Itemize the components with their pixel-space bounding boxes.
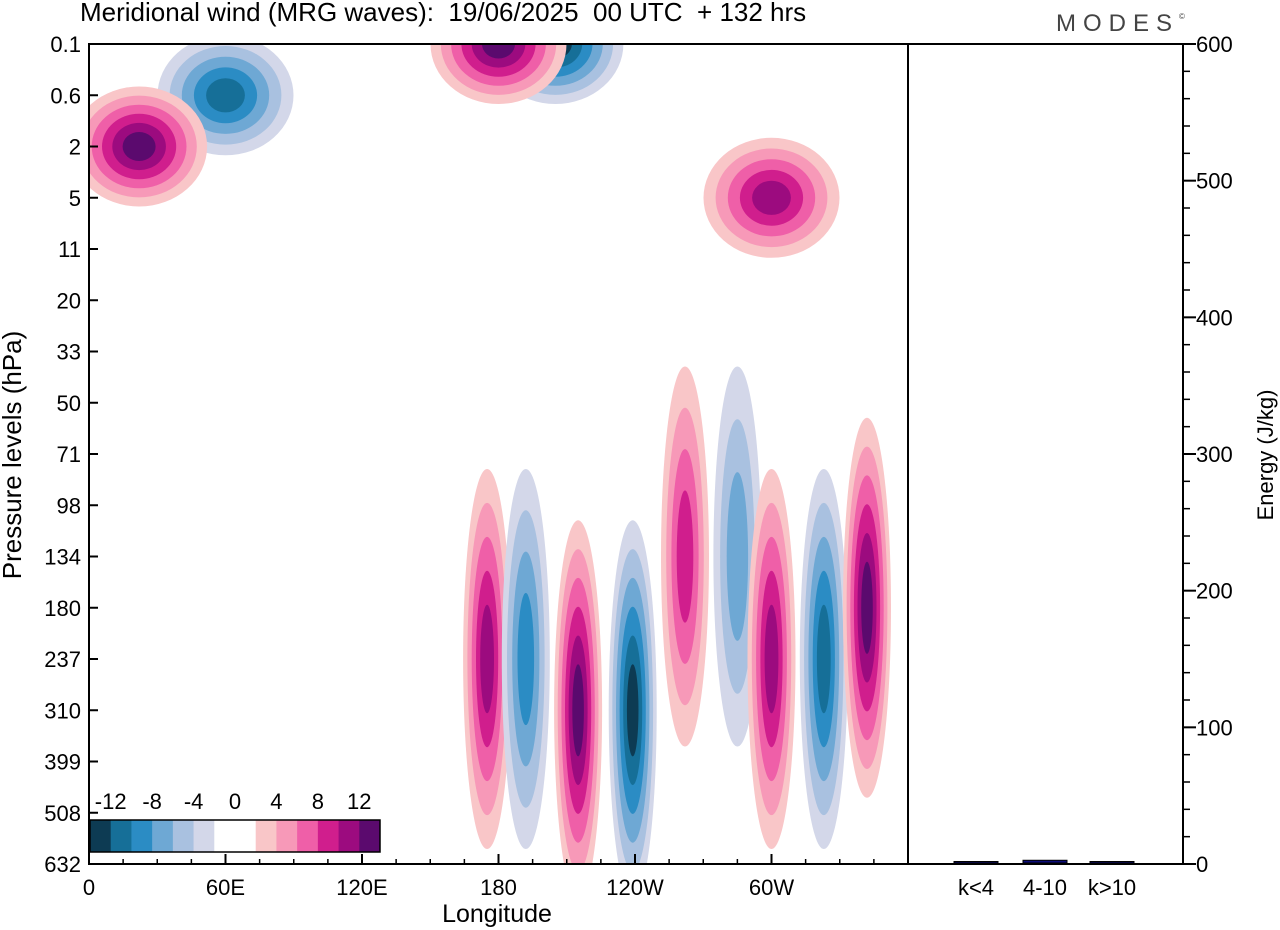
x-tick-label: 120W [606,875,664,900]
colorbar-swatch [131,820,153,852]
chart-title: Meridional wind (MRG waves): 19/06/2025 … [80,0,807,27]
y-tick-label: 71 [57,442,81,467]
colorbar-swatch [255,820,277,852]
y-axis-label: Pressure levels (hPa) [0,331,27,580]
wind-field [89,44,891,864]
logo-mark: © [1179,12,1185,21]
colorbar-swatch [110,820,132,852]
energy-axis: 0 100 200 300 400 500 600 [1183,32,1233,877]
y-tick-label: 2 [69,135,81,160]
y-tick-label: 5 [69,186,81,211]
colorbar-swatch [152,820,174,852]
colorbar-swatch [172,820,194,852]
colorbar-swatch [235,820,257,852]
pressure-axis: 0.1 0.6 2 5 11 20 33 50 71 98 134 180 237 310 399 508 63… [44,32,98,877]
wind-contour-negative-12-4 [816,604,831,714]
colorbar-label: -12 [95,789,127,814]
logo-text: MODES [1056,10,1180,37]
y-tick-label: 0.1 [50,32,81,57]
energy-bars: k<4 4-10 k>10 [953,859,1136,900]
x-tick-label: 180 [480,875,517,900]
wind-contour-negative-8-5 [626,664,639,757]
energy-bar [1022,859,1068,864]
y-tick-label: 20 [57,288,81,313]
energy-axis-label: Energy (J/kg) [1253,390,1278,521]
energy-category-label: 4-10 [1023,875,1067,900]
y-tick-label: 0.6 [50,83,81,108]
wind-contour-positive-3-5 [482,44,515,59]
longitude-axis: 0 60E 120E 180 120W 60W [83,854,875,900]
colorbar-swatch [317,820,339,852]
x-axis-label: Longitude [442,900,552,928]
colorbar-swatch [338,820,360,852]
energy-category-label: k<4 [958,875,994,900]
y-tick-label: 180 [44,596,81,621]
colorbar-label: -8 [142,789,162,814]
energy-tick-label: 100 [1196,715,1233,740]
energy-tick-label: 400 [1196,305,1233,330]
energy-tick-label: 0 [1196,852,1208,877]
wind-contour-positive-11-4 [764,604,779,714]
energy-tick-label: 500 [1196,169,1233,194]
modes-logo: MODES© [1056,10,1185,38]
wind-contour-positive-9-3 [676,490,694,623]
wind-contour-negative-10-2 [726,472,749,641]
colorbar: -12 -8 -4 0 4 8 12 [89,789,381,853]
y-tick-label: 310 [44,698,81,723]
colorbar-label: 8 [312,789,324,814]
wind-contour-positive-1-5 [122,132,156,161]
energy-category-label: k>10 [1088,875,1136,900]
y-tick-label: 11 [58,237,81,262]
wind-contour-negative-6-3 [517,592,535,726]
wind-contour-negative-0-4 [206,78,245,113]
colorbar-swatch [214,820,236,852]
colorbar-swatch [193,820,215,852]
colorbar-label: 4 [270,789,282,814]
colorbar-swatch [276,820,298,852]
energy-tick-label: 600 [1196,32,1233,57]
colorbar-label: 12 [347,789,371,814]
x-tick-label: 120E [336,875,387,900]
colorbar-swatch [90,820,112,852]
y-tick-label: 508 [44,801,81,826]
energy-bar [953,861,999,864]
wind-contour-positive-13-5 [861,561,873,654]
y-tick-label: 50 [57,391,81,416]
y-tick-label: 33 [57,340,81,365]
x-tick-label: 60E [206,875,245,900]
wind-contour-positive-7-5 [572,664,584,757]
y-tick-label: 237 [44,647,81,672]
wind-contour-positive-4-4 [752,180,791,215]
wind-contour-positive-5-4 [480,604,494,714]
energy-bar [1089,861,1135,864]
x-tick-label: 0 [83,875,95,900]
x-tick-label: 60W [749,875,794,900]
colorbar-frame [89,819,381,853]
colorbar-swatch [359,820,381,852]
colorbar-label: 0 [229,789,241,814]
energy-tick-label: 300 [1196,442,1233,467]
y-tick-label: 399 [44,750,81,775]
colorbar-swatch [297,820,319,852]
y-tick-label: 134 [44,545,81,570]
y-tick-label: 98 [57,493,81,518]
colorbar-label: -4 [184,789,204,814]
y-tick-label: 632 [44,852,81,877]
energy-tick-label: 200 [1196,579,1233,604]
